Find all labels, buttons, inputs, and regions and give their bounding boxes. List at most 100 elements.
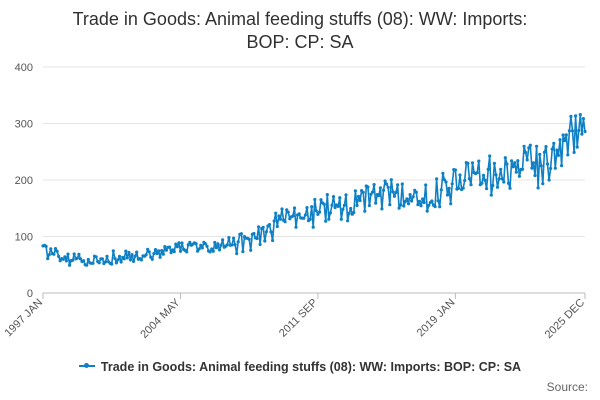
data-point — [427, 203, 431, 207]
data-point — [117, 254, 122, 258]
data-point — [103, 260, 108, 264]
data-point — [583, 129, 587, 134]
data-point — [219, 243, 223, 247]
data-point — [563, 139, 567, 143]
data-point — [421, 197, 425, 201]
data-point — [261, 225, 265, 229]
data-point — [71, 258, 75, 262]
data-point — [338, 196, 342, 200]
data-point — [480, 181, 484, 185]
y-tick-label: 300 — [15, 119, 33, 131]
data-point — [111, 249, 115, 253]
data-point — [144, 253, 148, 257]
data-point — [116, 258, 120, 262]
data-point — [553, 166, 557, 170]
legend[interactable]: Trade in Goods: Animal feeding stuffs (0… — [0, 360, 600, 374]
data-point — [230, 243, 234, 247]
data-point — [130, 253, 134, 257]
data-point — [257, 225, 261, 229]
data-point — [164, 248, 168, 252]
data-point — [146, 247, 150, 251]
data-point — [77, 252, 81, 256]
data-point — [549, 166, 553, 171]
data-point — [489, 193, 493, 197]
data-point — [399, 203, 403, 207]
data-point — [410, 199, 414, 203]
data-point — [63, 255, 67, 259]
data-point — [513, 161, 517, 165]
data-point — [128, 258, 133, 262]
data-point — [150, 257, 154, 261]
data-point — [492, 161, 496, 165]
data-point — [82, 259, 86, 263]
data-point — [381, 188, 386, 192]
data-point — [371, 190, 375, 194]
data-point — [570, 129, 575, 133]
data-point — [169, 251, 173, 255]
data-point — [435, 177, 439, 181]
data-point — [510, 159, 514, 163]
data-point — [122, 257, 126, 261]
data-point — [481, 173, 486, 177]
data-point — [316, 212, 320, 216]
data-point — [367, 203, 371, 208]
data-point — [286, 210, 290, 214]
data-point — [356, 194, 361, 199]
data-point — [533, 173, 537, 178]
data-point — [541, 182, 545, 186]
data-point — [449, 202, 453, 206]
data-point — [416, 203, 420, 207]
data-point — [438, 205, 442, 209]
data-point — [97, 261, 101, 265]
y-tick-label: 0 — [27, 288, 33, 300]
data-point — [580, 132, 584, 136]
data-point — [488, 154, 492, 158]
data-point — [361, 190, 365, 194]
data-point — [46, 257, 50, 261]
x-tick-label: 2025 DEC — [543, 297, 587, 341]
data-point — [47, 253, 51, 257]
data-point — [406, 202, 411, 206]
data-point — [203, 242, 207, 246]
data-point — [450, 182, 454, 186]
data-point — [453, 168, 457, 172]
data-point — [491, 183, 495, 188]
data-point — [328, 211, 332, 215]
data-point — [303, 213, 307, 217]
data-point — [285, 208, 289, 212]
x-tick-label: 2011 SEP — [277, 297, 320, 340]
data-point — [331, 195, 336, 199]
data-point — [210, 247, 214, 251]
data-point — [292, 206, 297, 210]
data-point — [344, 193, 348, 197]
data-point — [539, 164, 543, 168]
data-point — [294, 225, 298, 229]
data-point — [311, 225, 315, 229]
data-point — [530, 166, 534, 170]
data-point — [567, 129, 572, 133]
source-label[interactable]: Source: — [546, 380, 588, 394]
data-point — [353, 189, 357, 193]
data-point — [297, 212, 301, 216]
data-point — [147, 250, 151, 254]
data-point — [552, 141, 556, 145]
data-point — [172, 250, 176, 254]
data-point — [447, 186, 451, 190]
data-point — [436, 199, 440, 203]
data-point — [560, 164, 564, 168]
data-point — [100, 257, 104, 261]
legend-line-marker-icon — [78, 362, 95, 368]
data-point — [175, 245, 179, 249]
data-point — [469, 183, 473, 187]
data-point — [463, 178, 467, 183]
data-point — [305, 206, 309, 210]
chart-title-line-2: BOP: CP: SA — [246, 32, 354, 52]
data-point — [527, 146, 531, 150]
data-point — [555, 148, 559, 152]
data-point — [403, 199, 407, 203]
data-point — [358, 198, 362, 203]
data-point — [544, 145, 548, 149]
data-point — [333, 205, 337, 210]
data-point — [466, 161, 470, 165]
